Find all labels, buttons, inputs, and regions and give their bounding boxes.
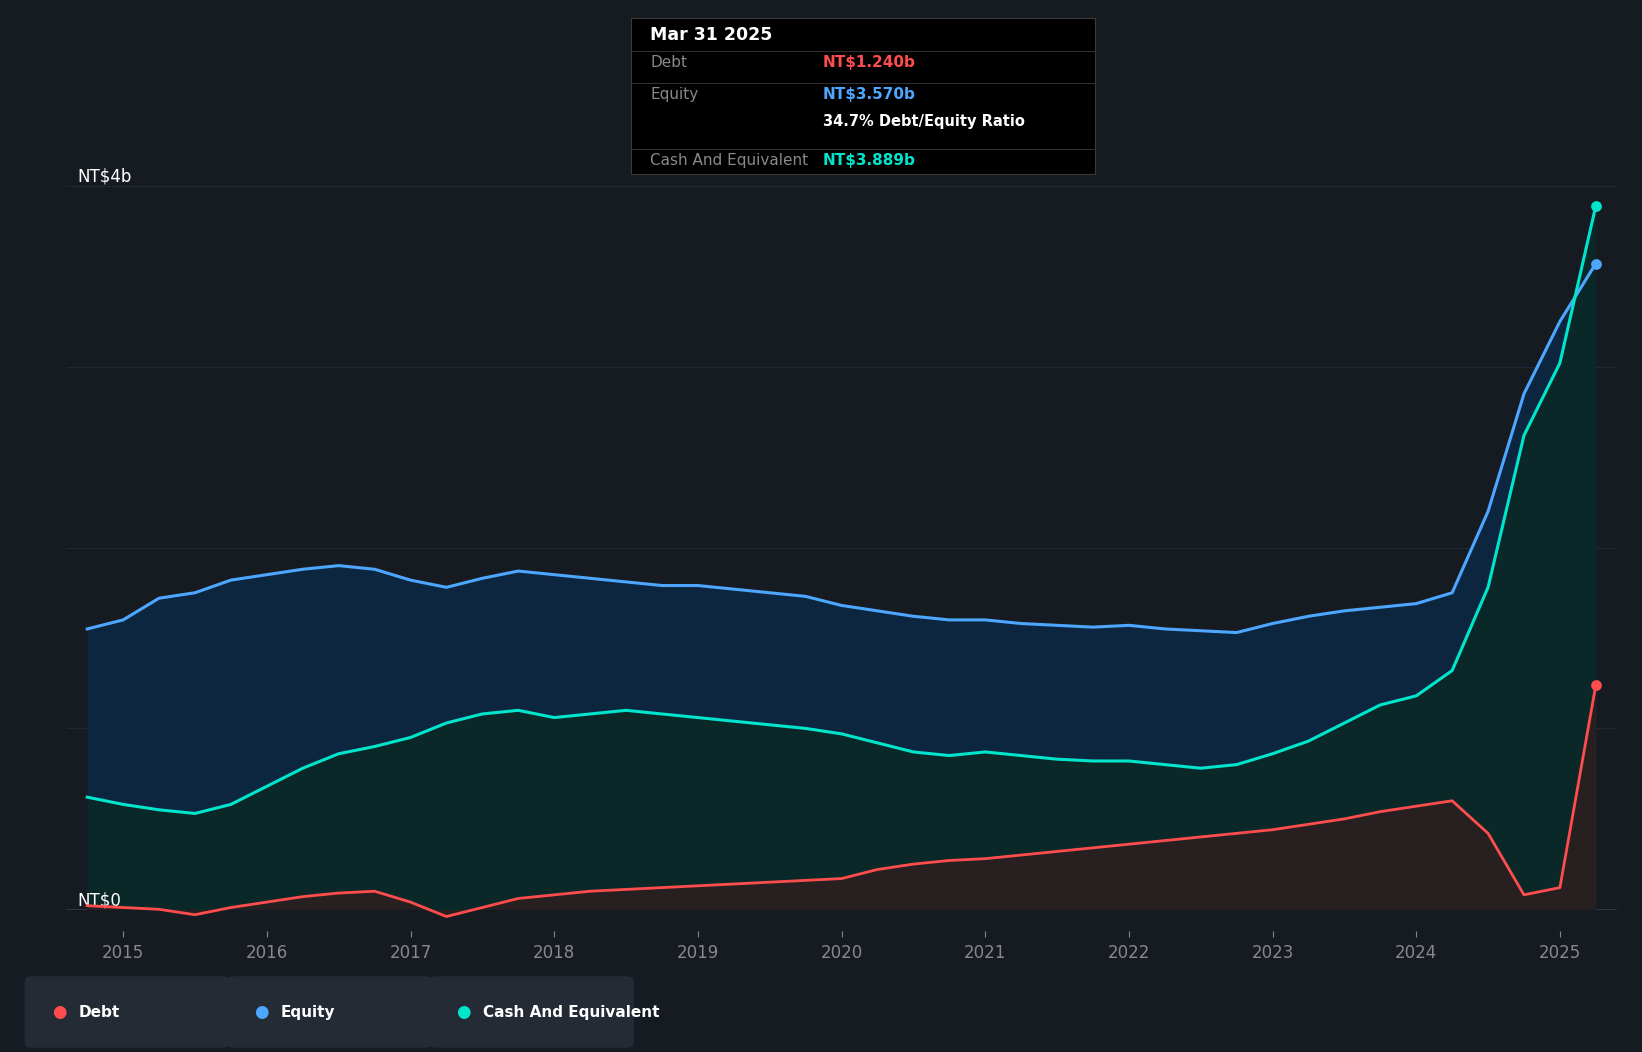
Text: Debt: Debt [79, 1005, 120, 1019]
Text: ●: ● [456, 1003, 471, 1021]
Text: Equity: Equity [650, 87, 698, 102]
Text: NT$3.889b: NT$3.889b [823, 153, 916, 168]
Text: 34.7% Debt/Equity Ratio: 34.7% Debt/Equity Ratio [823, 114, 1025, 128]
Text: ●: ● [255, 1003, 269, 1021]
Point [1583, 676, 1609, 693]
Text: Cash And Equivalent: Cash And Equivalent [650, 153, 808, 168]
Text: Equity: Equity [281, 1005, 335, 1019]
Point [1583, 198, 1609, 215]
Text: Mar 31 2025: Mar 31 2025 [650, 26, 773, 44]
Text: NT$0: NT$0 [77, 891, 122, 909]
Text: Debt: Debt [650, 55, 688, 70]
Text: NT$1.240b: NT$1.240b [823, 55, 916, 70]
Text: NT$4b: NT$4b [77, 167, 131, 186]
Point [1583, 256, 1609, 272]
Text: ●: ● [53, 1003, 67, 1021]
Text: NT$3.570b: NT$3.570b [823, 87, 916, 102]
Text: Cash And Equivalent: Cash And Equivalent [483, 1005, 658, 1019]
